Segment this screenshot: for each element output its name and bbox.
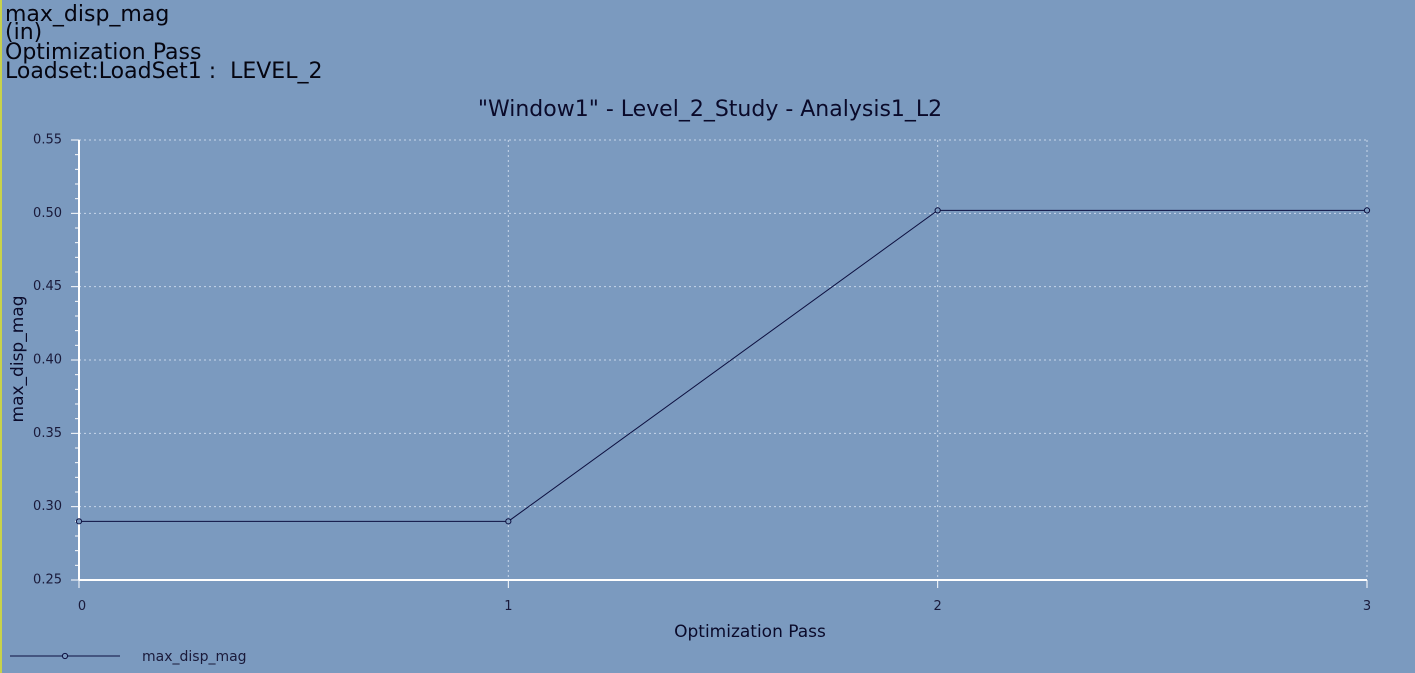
y-tick-label: 0.30 <box>33 499 62 514</box>
y-tick-label: 0.40 <box>33 353 62 368</box>
data-point <box>1363 207 1371 214</box>
data-point <box>934 207 941 214</box>
chart-title: "Window1" - Level_2_Study - Analysis1_L2 <box>478 97 942 122</box>
header-variable-name: max_disp_mag <box>5 2 170 27</box>
window-left-edge <box>0 0 2 673</box>
y-tick-label: 0.35 <box>33 426 62 441</box>
y-axis-title: max_disp_mag <box>8 296 28 423</box>
header-loadset: Loadset:LoadSet1 : LEVEL_2 <box>5 59 323 84</box>
y-tick-label: 0.50 <box>33 206 62 221</box>
x-tick-label: 0 <box>78 599 86 614</box>
series-layer <box>75 207 1371 525</box>
data-point <box>75 518 83 525</box>
header-x-quantity: Optimization Pass <box>5 40 202 65</box>
tick-labels: 0.25 0.30 0.35 0.40 0.45 0.50 0.55 0 1 2 3 <box>33 133 1371 615</box>
axes <box>71 139 1368 588</box>
series-line <box>79 209 1367 522</box>
x-tick-label: 3 <box>1363 599 1371 614</box>
x-axis-title: Optimization Pass <box>674 622 826 642</box>
x-tick-label: 2 <box>934 599 942 614</box>
y-tick-label: 0.55 <box>33 133 62 148</box>
y-tick-label: 0.45 <box>33 279 62 294</box>
header-units: (in) <box>5 20 43 45</box>
legend-label: max_disp_mag <box>142 649 247 665</box>
grid-lines <box>79 139 1368 580</box>
x-tick-label: 1 <box>504 599 512 614</box>
legend-marker <box>61 652 69 660</box>
y-tick-label: 0.25 <box>33 573 62 588</box>
data-point <box>505 518 512 525</box>
legend: max_disp_mag <box>10 649 247 665</box>
